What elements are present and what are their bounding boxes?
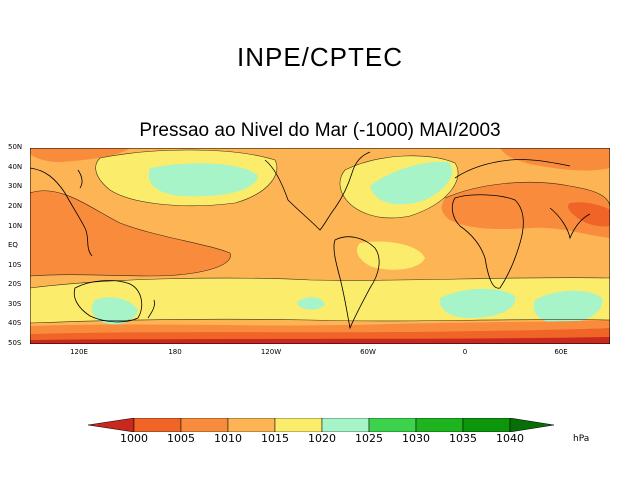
lat-label-10n: 10N [8,222,23,230]
colorbar-unit: hPa [573,434,590,444]
lon-label-120w: 120W [260,348,282,356]
high-south-atlantic [439,288,516,318]
colorbar-label-1005: 1005 [167,432,195,445]
coast-india [549,207,591,240]
colorbar-label-1040: 1040 [496,432,524,445]
coast-japan [77,169,83,189]
coast-asia [30,167,93,257]
colorbar-label-1025: 1025 [355,432,383,445]
lat-label-10s: 10S [8,261,22,269]
isobars [30,149,610,324]
colorbar-segment-1000 [133,418,182,432]
low-north-africa-asia [441,182,610,238]
colorbar-label-1000: 1000 [120,432,148,445]
colorbar [88,418,554,432]
coast-europe [454,159,571,179]
high-southeast-pacific [297,297,325,310]
low-west-pacific [30,190,231,276]
colorbar-arrow-right [509,418,554,432]
high-australia [91,297,138,325]
lat-label-20s: 20S [8,280,22,288]
coast-north-america [264,151,371,231]
colorbar-segment-1015 [274,418,323,432]
org-title: INPE/CPTEC [236,42,404,72]
high-north-atlantic [370,161,453,205]
band-1015-tropical-atlantic [357,241,425,270]
lon-label-180: 180 [168,348,182,356]
colorbar-label-1035: 1035 [449,432,477,445]
lat-label-20n: 20N [8,202,23,210]
colorbar-label-1030: 1030 [402,432,430,445]
colorbar-label-1015: 1015 [261,432,289,445]
lon-label-120e: 120E [70,348,88,356]
lat-label-50s: 50S [8,339,22,347]
map-title: Pressao ao Nivel do Mar (-1000) MAI/2003 [139,120,501,141]
low-southern-below-1000 [30,337,610,344]
coastlines [30,151,591,330]
lon-label-60e: 60E [554,348,568,356]
low-arctic-north-atlantic [500,148,610,171]
high-north-pacific [148,163,258,197]
lon-label-0: 0 [462,348,468,356]
colorbar-label-1020: 1020 [308,432,336,445]
pressure-map [30,148,610,344]
low-arctic-north-pacific [30,148,130,162]
colorbar-segment-1010 [227,418,276,432]
lat-label-40n: 40N [8,163,23,171]
colorbar-label-1010: 1010 [214,432,242,445]
lat-label-50n: 50N [8,143,23,151]
colorbar-segment-1005 [180,418,229,432]
colorbar-segment-1020 [321,418,370,432]
coast-south-america [333,236,380,330]
colorbar-segment-1035 [462,418,511,432]
lat-label-30n: 30N [8,182,23,190]
colorbar-arrow-left [88,418,135,432]
coast-new-zealand [147,299,155,319]
colorbar-segment-1025 [368,418,417,432]
lat-label-30s: 30S [8,300,22,308]
lon-label-60w: 60W [360,348,376,356]
high-south-indian [533,290,603,324]
lat-label-40s: 40S [8,319,22,327]
coast-africa [451,194,524,289]
colorbar-segment-1030 [415,418,464,432]
lat-label-eq: EQ [8,241,18,249]
